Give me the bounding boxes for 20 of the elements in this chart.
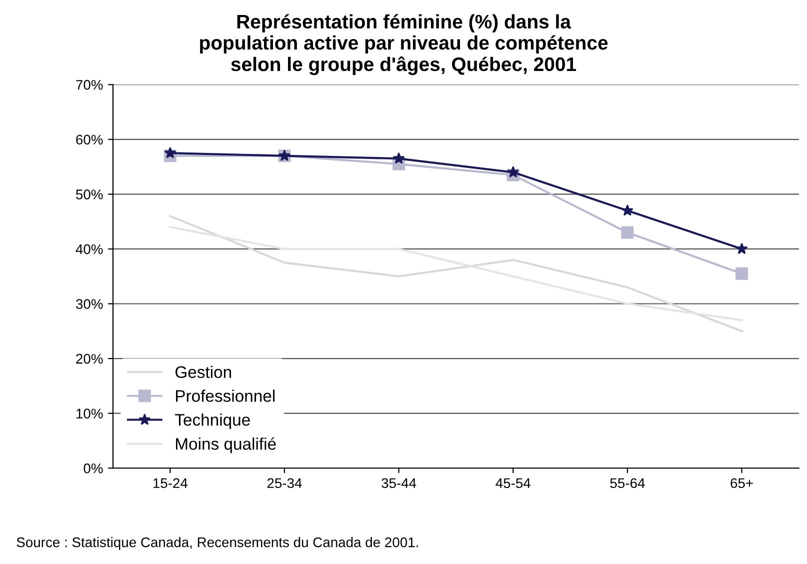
- legend-label: Gestion: [175, 366, 232, 378]
- y-tick-label: 60%: [76, 134, 103, 145]
- x-tick-label: 65+: [730, 478, 753, 488]
- legend-label: Moins qualifié: [176, 437, 276, 454]
- y-tick-label: 70%: [76, 80, 103, 90]
- x-tick-label: 25-34: [267, 478, 302, 488]
- x-tick-label: 35-44: [382, 478, 416, 488]
- legend-label: Technique: [175, 414, 250, 430]
- y-tick-label: 20%: [76, 354, 103, 364]
- y-tick-label: 0%: [84, 463, 103, 474]
- y-tick-label: 50%: [76, 190, 103, 200]
- source-note: Source : Statistique Canada, Recensements du Canada de 2001.: [16, 537, 418, 550]
- y-tick-label: 30%: [76, 299, 103, 309]
- x-tick-label: 45-54: [496, 478, 530, 488]
- y-tick-label: 10%: [76, 408, 103, 418]
- chart-title: Représentation féminine (%) dans la population active par niveau de compétence selon le groupe d'âges, Québec, 2001: [200, 14, 608, 76]
- x-tick-label: 55-64: [610, 478, 645, 488]
- legend-label: Professionnel: [176, 390, 275, 402]
- y-tick-label: 40%: [76, 244, 103, 254]
- x-tick-label: 15-24: [153, 478, 188, 488]
